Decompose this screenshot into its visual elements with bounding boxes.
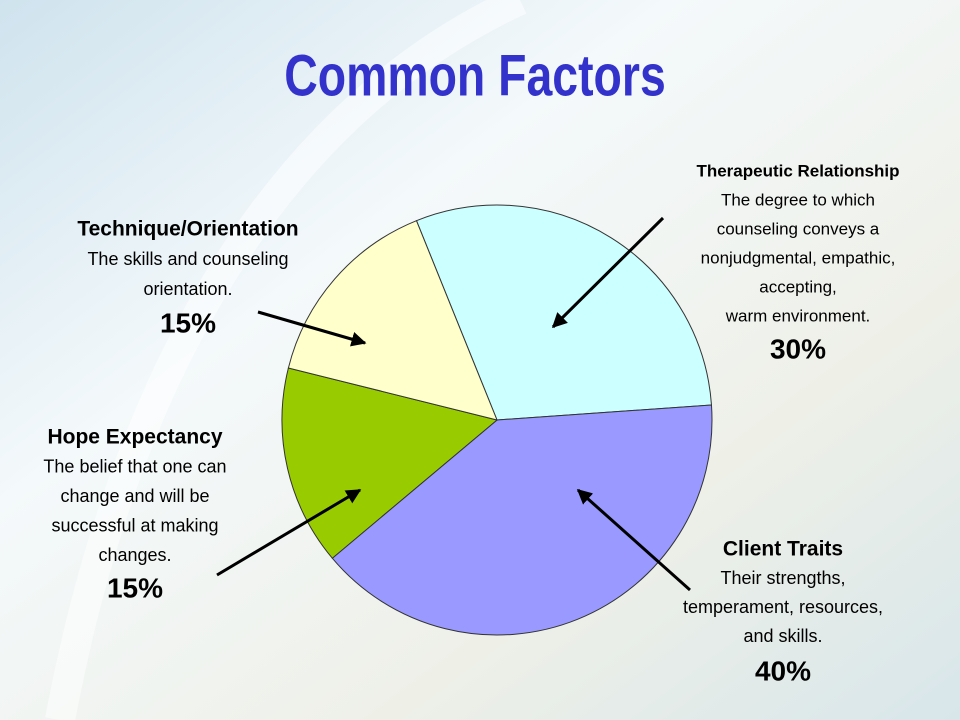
slice-name: Therapeutic Relationship [696,161,899,180]
slice-name: Hope Expectancy [47,426,222,449]
slice-description: The degree to which [721,190,875,209]
arrow [576,488,691,592]
slice-name: Technique/Orientation [77,218,298,241]
slice-description: nonjudgmental, empathic, [701,248,896,267]
value-label: 15% [107,572,163,603]
value-label: 15% [160,307,216,338]
slice-description: successful at making [51,515,218,535]
value-label: 30% [770,333,826,364]
slice-name: Client Traits [723,538,843,561]
slice-description: accepting, [759,277,837,296]
slice-description: Their strengths, [720,568,845,588]
slice-description: warm environment. [725,306,871,325]
arrow [257,310,367,347]
slice-description: The skills and counseling [87,249,288,269]
decor-swoosh [45,0,527,720]
pie [281,204,713,636]
slice-description: changes. [98,545,171,565]
slice-description: and skills. [743,626,822,646]
pie-slice [281,367,499,559]
slice-description: orientation. [143,279,232,299]
arrow [216,488,362,577]
labels: Therapeutic Relationship The degree to wh… [43,161,899,686]
slice-description: counseling conveys a [717,219,880,238]
pie-slice [331,404,713,636]
arrow [551,216,665,329]
slice-description: change and will be [60,486,209,506]
chart-title: Common Factors [284,43,666,108]
value-label: 40% [755,655,811,686]
pie-slice [287,220,498,421]
slice-description: The belief that one can [43,456,226,476]
slice-description: temperament, resources, [683,597,883,617]
